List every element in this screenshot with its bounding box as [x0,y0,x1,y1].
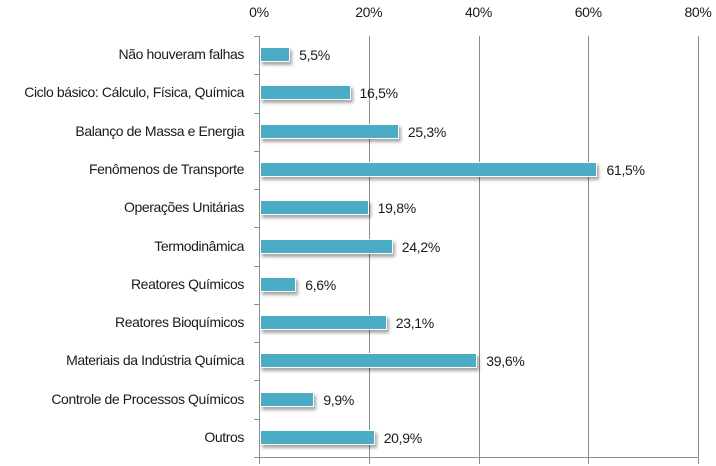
y-tick-mark [254,113,259,114]
bar [260,353,478,369]
y-tick-mark [254,74,259,75]
value-label: 19,8% [377,200,417,217]
bar [260,429,375,445]
gridline [698,36,699,464]
y-tick-mark [254,36,259,37]
category-label: Não houveram falhas [118,46,245,63]
category-label: Operações Unitárias [123,199,244,216]
bar [260,47,291,63]
x-tick-label: 80% [684,4,712,20]
category-label: Fenômenos de Transporte [88,160,244,177]
y-axis-line [259,36,260,464]
y-tick-mark [254,304,259,305]
bar [260,200,369,216]
value-label: 16,5% [359,85,399,102]
category-label: Termodinâmica [154,237,244,254]
bar [260,276,297,292]
x-tick-label: 60% [574,4,602,20]
value-label: 25,3% [407,123,447,140]
category-label: Reatores Bioquímicos [115,314,244,331]
y-tick-mark [254,151,259,152]
category-label: Outros [204,428,244,445]
gridline [479,36,480,464]
x-tick-label: 20% [355,4,383,20]
bar [260,123,399,139]
value-label: 20,9% [383,429,423,446]
value-label: 61,5% [606,161,645,178]
bar [260,391,315,407]
y-tick-mark [254,380,259,381]
bar [260,161,598,177]
x-tick-label: 40% [464,4,493,20]
bar [260,238,393,254]
bar [260,315,387,331]
y-tick-mark [254,189,259,190]
category-label: Controle de Processos Químicos [51,390,244,407]
value-label: 24,2% [401,238,441,255]
value-label: 9,9% [323,391,355,408]
x-tick-label: 0% [249,4,269,20]
y-tick-mark [254,227,259,228]
y-tick-mark [254,342,259,343]
category-label: Balanço de Massa e Energia [75,122,244,139]
value-label: 39,6% [486,353,525,370]
value-label: 5,5% [299,47,330,64]
value-label: 23,1% [395,315,435,332]
value-label: 6,6% [305,276,336,293]
y-tick-mark [254,419,259,420]
x-axis-line [259,457,699,458]
gridline [588,36,589,464]
category-label: Reatores Químicos [130,275,244,292]
category-label: Ciclo básico: Cálculo, Física, Química [24,84,244,101]
category-label: Materiais da Indústria Química [66,352,244,369]
bar [260,85,351,101]
y-tick-mark [254,457,259,458]
y-tick-mark [254,266,259,267]
